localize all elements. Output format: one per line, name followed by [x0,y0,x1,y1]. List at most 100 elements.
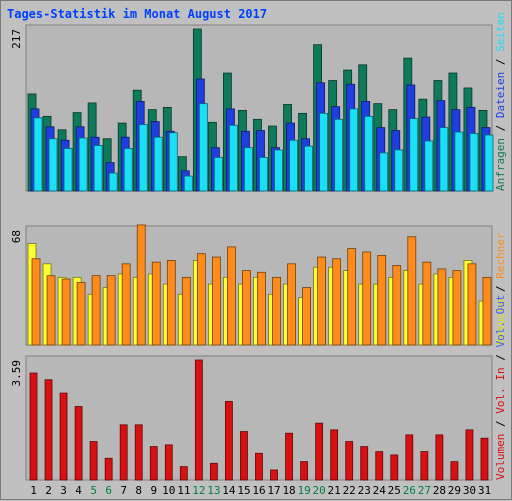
x-tick-label: 2 [45,484,52,497]
bar-vol-in-day-16 [255,452,263,481]
x-tick-label: 17 [267,484,280,497]
x-tick-label: 18 [282,484,295,497]
bar-vol-in-day-31 [480,437,489,481]
bar-vol-in-day-27 [420,451,429,481]
bar-seiten-day-20 [319,112,329,192]
bar-vol-in-day-25 [390,454,399,481]
bar-vol-in-day-30 [465,429,474,481]
x-tick-label: 19 [297,484,310,497]
bar-rechner-day-27 [422,261,432,346]
bar-rechner-day-26 [407,236,417,346]
legend-item: / [494,285,507,298]
chart-title: Tages-Statistik im Monat August 2017 [7,7,268,21]
x-tick-label: 7 [120,484,127,497]
bar-rechner-day-2 [46,275,56,346]
bar-rechner-day-22 [347,248,357,346]
x-tick-label: 30 [463,484,476,497]
bar-seiten-day-24 [379,152,389,192]
x-tick-label: 31 [478,484,491,497]
bar-seiten-day-4 [78,137,88,192]
bar-seiten-day-5 [93,145,103,192]
x-tick-label: 13 [207,484,220,497]
bar-rechner-day-13 [211,256,221,346]
x-tick-label: 3 [60,484,67,497]
x-tick-label: 8 [135,484,142,497]
legend-item: / [494,420,507,433]
legend-item: / [494,125,507,138]
legend-item: / [494,354,507,367]
ymax-label-volume: 3.59 [10,360,23,387]
x-tick-label: 26 [403,484,416,497]
bar-seiten-day-17 [274,149,283,192]
bar-vol-in-day-9 [149,446,158,481]
bar-rechner-day-5 [91,275,101,346]
bar-rechner-day-9 [151,261,161,346]
bar-seiten-day-8 [138,124,148,192]
legend-item: Vol. In [494,367,507,420]
bar-vol-in-day-23 [360,446,369,481]
bar-vol-in-day-8 [134,424,143,481]
bar-vol-in-day-12 [194,359,203,481]
bar-seiten-day-25 [394,149,404,192]
legend-volume: Volumen / Vol. In / Vol. Out [494,295,507,480]
x-tick-label: 21 [328,484,341,497]
bar-vol-in-day-24 [375,451,384,481]
bar-rechner-day-28 [437,268,447,346]
x-tick-label: 29 [448,484,461,497]
bar-rechner-day-16 [257,271,266,346]
bar-rechner-day-20 [317,256,327,346]
bar-seiten-day-19 [304,145,313,192]
x-tick-label: 25 [388,484,401,497]
bar-seiten-day-14 [229,124,238,192]
bar-seiten-day-12 [198,103,208,192]
legend-item: Volumen [494,434,507,480]
bar-rechner-day-15 [242,270,251,346]
bar-seiten-day-13 [213,157,223,192]
bar-rechner-day-29 [452,270,462,346]
x-tick-label: 28 [433,484,446,497]
x-tick-label: 11 [177,484,190,497]
bar-vol-in-day-13 [209,462,218,481]
x-tick-label: 9 [150,484,157,497]
x-tick-label: 23 [358,484,371,497]
bar-vol-in-day-10 [164,444,173,481]
x-tick-label: 4 [75,484,82,497]
legend-item: Rechner [494,232,507,285]
bar-vol-in-day-26 [405,434,414,481]
bar-seiten-day-30 [469,133,479,192]
bar-vol-in-day-17 [270,469,278,481]
bar-seiten-day-11 [183,175,193,192]
bar-seiten-day-31 [484,134,494,192]
bar-vol-in-day-11 [179,466,188,481]
bar-rechner-day-10 [166,260,176,346]
bar-rechner-day-4 [76,282,86,346]
bar-vol-in-day-28 [435,434,444,481]
x-tick-label: 6 [105,484,112,497]
bar-seiten-day-3 [63,148,73,192]
bar-vol-in-day-7 [119,424,128,481]
bar-vol-in-day-20 [315,422,324,481]
legend-requests: Anfragen / Dateien / Seiten [494,12,507,191]
legend-item: Dateien [494,72,507,125]
bar-seiten-day-29 [454,131,464,192]
bar-seiten-day-22 [349,108,359,192]
bar-seiten-day-21 [334,118,344,192]
bar-vol-in-day-2 [44,379,53,481]
bar-seiten-day-1 [33,117,43,192]
x-tick-label: 10 [162,484,175,497]
bar-rechner-day-3 [61,278,71,346]
bar-rechner-day-19 [302,287,311,346]
bar-seiten-day-26 [409,118,419,192]
bar-rechner-day-12 [196,253,206,346]
bar-vol-in-day-1 [29,372,38,481]
legend-item: Vol. Out [494,295,507,355]
bar-seiten-day-15 [244,147,253,192]
bar-vol-in-day-15 [240,431,248,481]
bar-rechner-day-18 [287,263,296,346]
x-tick-label: 24 [373,484,387,497]
x-tick-label: 12 [192,484,205,497]
legend-item: / [494,59,507,72]
bar-rechner-day-31 [482,276,492,346]
